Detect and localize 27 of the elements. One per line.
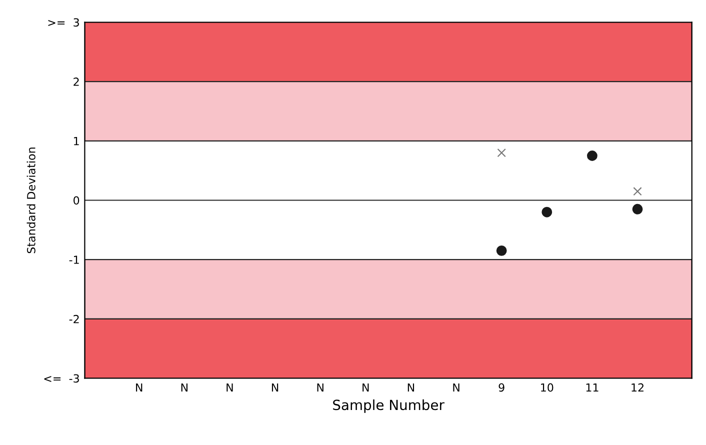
y-tick-label: >= 3	[48, 18, 79, 27]
point	[632, 204, 643, 214]
y-axis-title: Standard Deviation	[26, 148, 36, 254]
point	[633, 186, 642, 196]
x-tick-label: 12	[632, 383, 644, 392]
x-tick-label: N	[317, 383, 324, 392]
point	[542, 206, 552, 218]
x-axis-title: Sample Number	[333, 399, 444, 413]
x-tick-label: N	[136, 383, 142, 392]
point	[496, 245, 507, 256]
y-tick-label: -2	[69, 314, 79, 324]
y-tick-label: -1	[69, 256, 79, 264]
x-tick-label: 11	[586, 383, 598, 392]
x-tick-label: N	[453, 383, 460, 392]
y-tick-label: <= -3	[44, 374, 79, 383]
y-tick-label: 0	[74, 196, 80, 205]
x-tick-label: N	[272, 383, 278, 392]
point	[586, 150, 598, 161]
x-tick-label: N	[362, 383, 369, 392]
x-tick-label: 10	[541, 383, 554, 392]
x-tick-label: 9	[498, 383, 504, 392]
y-tick-label: 1	[74, 137, 79, 146]
point	[497, 148, 506, 158]
y-tick-label: 2	[74, 78, 79, 86]
x-tick-label: N	[226, 383, 233, 392]
x-tick-label: N	[181, 383, 188, 392]
x-tick-label: N	[408, 383, 414, 392]
